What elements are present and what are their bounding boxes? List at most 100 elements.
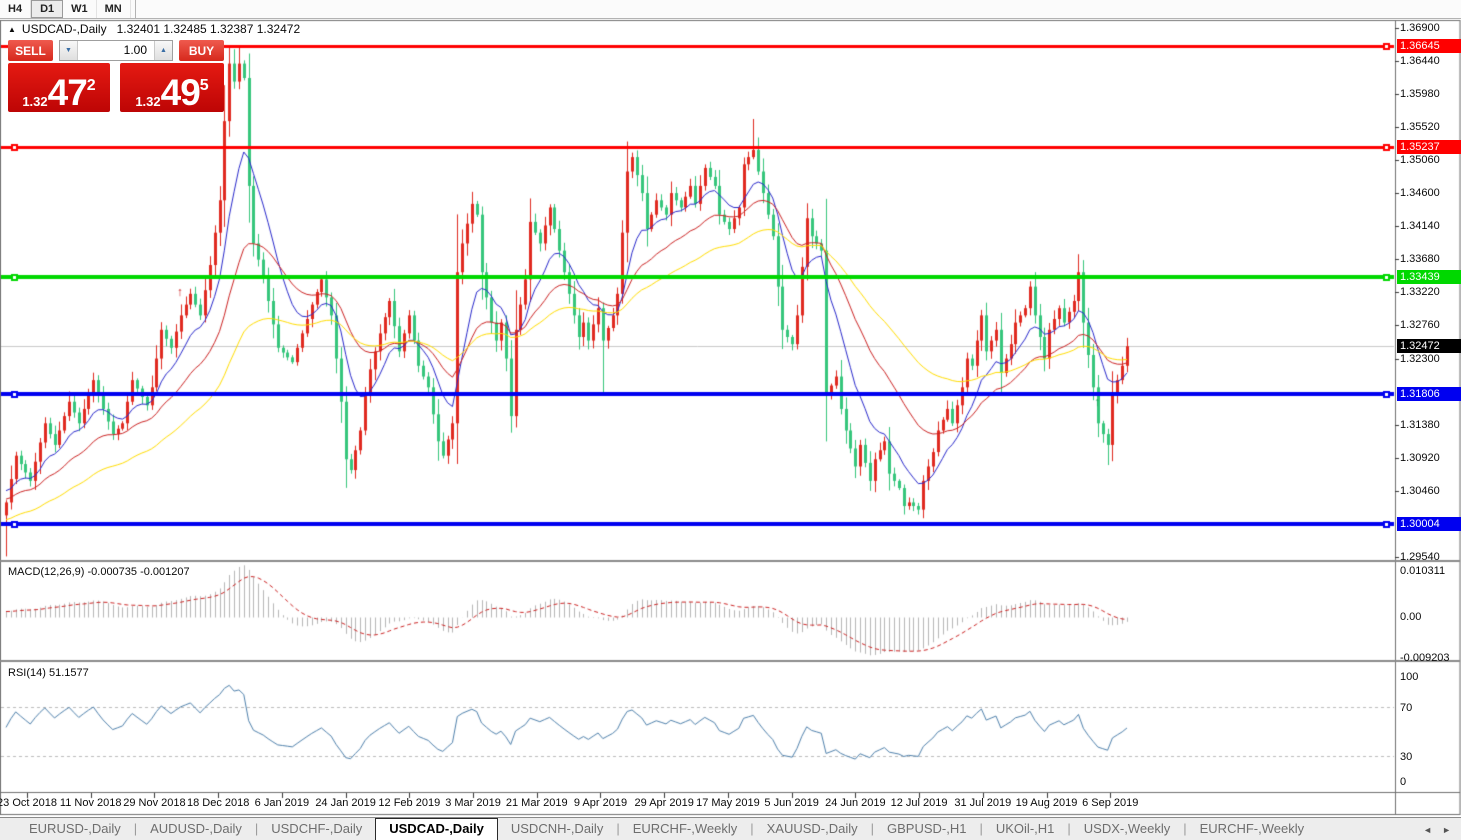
symbol-title: USDCAD-,Daily [21,22,107,36]
price-axis-label: 1.32760 [1400,319,1440,332]
hline-price-label: 1.35237 [1397,140,1461,155]
price-axis-label: 1.33680 [1400,253,1440,266]
tab-separator: | [979,821,983,836]
volume-decrease-icon[interactable]: ▼ [60,41,77,60]
tab-gbpusd-h1[interactable]: GBPUSD-,H1 [887,821,967,836]
tab-usdcad-daily[interactable]: USDCAD-,Daily [375,818,498,840]
rsi-axis-label: 70 [1400,702,1413,714]
one-click-trading-panel: SELL ▼ 1.00 ▲ BUY 1.32 47 2 1.32 49 5 [8,40,224,112]
sell-price-quote[interactable]: 1.32 47 2 [8,63,110,112]
ohlc-values: 1.32401 1.32485 1.32387 1.32472 [116,22,301,36]
price-axis-label: 1.36440 [1400,54,1440,67]
price-axis-label: 1.34600 [1400,187,1440,200]
tab-separator: | [1067,821,1071,836]
price-axis-label: 1.32300 [1400,352,1440,365]
rsi-indicator-label: RSI(14) 51.1577 [8,667,89,679]
timeframe-toolbar: H4 D1 W1 MN [0,0,1461,19]
tab-separator: | [254,821,259,836]
price-axis-label: 1.36900 [1400,21,1440,34]
tab-usdx-weekly[interactable]: USDX-,Weekly [1083,821,1171,836]
volume-input[interactable]: 1.00 [77,41,155,60]
date-axis-label: 3 Mar 2019 [445,797,501,809]
timeframe-button-w1[interactable]: W1 [63,0,97,18]
buy-price-quote[interactable]: 1.32 49 5 [120,63,224,112]
tab-eurchf-weekly[interactable]: EURCHF-,Weekly [1199,821,1305,836]
tab-separator: | [870,821,875,836]
date-axis-label: 29 Nov 2018 [123,797,186,809]
volume-stepper: ▼ 1.00 ▲ [59,40,173,61]
price-axis-label: 1.31380 [1400,418,1440,431]
tabs-scroll-left-icon[interactable]: ◄ [1423,824,1433,835]
date-axis-label: 5 Jun 2019 [764,797,819,809]
current-price-label: 1.32472 [1397,339,1461,354]
date-axis-label: 18 Dec 2018 [186,797,250,809]
date-axis-label: 17 May 2019 [696,797,760,809]
sell-price-point: 2 [86,77,96,94]
date-axis-label: 12 Jul 2019 [890,797,948,809]
order-controls-row: SELL ▼ 1.00 ▲ BUY [8,40,224,61]
volume-increase-icon[interactable]: ▲ [155,41,172,60]
sell-price-int: 1.32 [22,94,48,109]
tab-usdchf-daily[interactable]: USDCHF-,Daily [271,821,363,836]
date-axis-label: 24 Jan 2019 [315,797,376,809]
date-axis-label: 29 Apr 2019 [634,797,694,809]
price-axis-label: 1.33220 [1400,286,1440,299]
tab-separator: | [1183,821,1187,836]
tab-separator: | [133,821,138,836]
date-axis-label: 11 Nov 2018 [59,797,122,809]
quote-prices-row: 1.32 47 2 1.32 49 5 [8,63,224,112]
rsi-axis-label: 0 [1400,776,1407,788]
date-axis-label: 12 Feb 2019 [378,797,441,809]
hline-price-label: 1.30004 [1397,516,1461,531]
tab-separator: | [616,821,620,836]
hline-price-label: 1.31806 [1397,387,1461,402]
buy-price-pips: 49 [160,72,201,113]
date-axis-label: 9 Apr 2019 [573,797,628,809]
price-axis-label: 1.35060 [1400,154,1440,166]
date-axis-label: 6 Jan 2019 [254,797,310,809]
macd-axis-label: 0.00 [1400,611,1422,623]
rsi-axis-label: 30 [1400,751,1413,763]
tab-eurusd-daily[interactable]: EURUSD-,Daily [29,821,121,836]
date-axis-label: 6 Sep 2019 [1082,797,1139,809]
price-axis-label: 1.30460 [1400,484,1440,497]
date-axis-label: 23 Oct 2018 [0,797,57,809]
timeframe-button-mn[interactable]: MN [97,0,131,18]
hline-price-label: 1.36645 [1397,38,1461,53]
tab-separator: | [750,821,754,836]
price-axis-label: 1.34140 [1400,220,1440,233]
tabbar-left-pad [0,818,16,840]
macd-indicator-label: MACD(12,26,9) -0.000735 -0.001207 [8,566,190,578]
buy-price-point: 5 [199,77,209,94]
tab-usdcnh-daily[interactable]: USDCNH-,Daily [510,821,604,836]
sell-button[interactable]: SELL [8,40,53,61]
toolbar-separator [134,0,136,18]
tab-scroll-controls: ◄ ► [1423,818,1461,840]
timeframe-button-d1[interactable]: D1 [31,0,64,18]
date-axis-label: 31 Jul 2019 [954,797,1012,809]
buy-price-int: 1.32 [135,94,161,109]
date-axis-label: 19 Aug 2019 [1015,797,1078,809]
price-axis-label: 1.30920 [1400,451,1440,464]
tab-eurchf-weekly[interactable]: EURCHF-,Weekly [632,821,738,836]
collapse-chart-icon[interactable]: ▲ [8,25,16,34]
macd-axis-label: -0.009203 [1400,652,1450,664]
date-axis-label: 24 Jun 2019 [825,797,886,809]
date-axis-label: 21 Mar 2019 [505,797,568,809]
chart-symbol-header: ▲ USDCAD-,Daily 1.32401 1.32485 1.32387 1.… [8,22,300,36]
timeframe-button-h4[interactable]: H4 [0,0,32,18]
price-axis-label: 1.35520 [1400,120,1440,133]
hline-price-label: 1.33439 [1397,269,1461,284]
rsi-axis-label: 100 [1400,671,1419,683]
macd-axis-label: 0.010311 [1400,565,1446,577]
price-axis-label: 1.35980 [1400,87,1440,100]
tab-audusd-daily[interactable]: AUDUSD-,Daily [150,821,242,836]
buy-button[interactable]: BUY [179,40,224,61]
chart-tabs-bar: EURUSD-,Daily | AUDUSD-,Daily | USDCHF-,Dail… [0,817,1461,840]
tab-ukoil-h1[interactable]: UKOil-,H1 [995,821,1055,836]
sell-price-pips: 47 [47,72,88,113]
tabs-scroll-right-icon[interactable]: ► [1442,824,1451,835]
tab-xauusd-daily[interactable]: XAUUSD-,Daily [766,821,858,836]
